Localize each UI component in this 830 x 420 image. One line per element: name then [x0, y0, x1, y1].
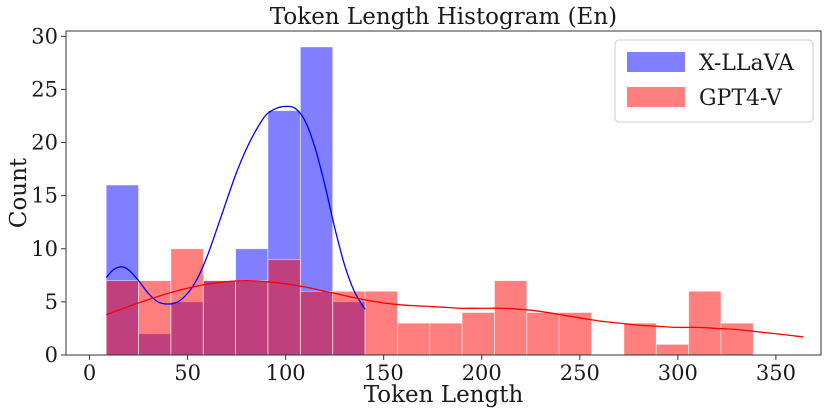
legend: X-LLaVA GPT4-V — [614, 39, 814, 123]
gpt4-v-bar-1 — [138, 280, 172, 356]
x-tick-label-250: 250 — [560, 361, 600, 385]
legend-label-x-llava: X-LLaVA — [699, 51, 795, 76]
x-tick-label-200: 200 — [462, 361, 502, 385]
y-axis-label: Count — [6, 157, 32, 228]
gpt4-v-bar-16 — [623, 322, 657, 356]
x-tick-label-350: 350 — [756, 361, 796, 385]
gpt4-v-bar-11 — [461, 312, 495, 356]
gpt4-v-bar-4 — [235, 280, 269, 356]
gpt4-v-bar-12 — [494, 280, 528, 356]
plot-frame — [65, 30, 822, 356]
bars-layer — [105, 46, 754, 356]
gpt4-v-bar-13 — [526, 312, 560, 356]
y-tick-label-0: 0 — [45, 343, 58, 367]
y-tick-label-10: 10 — [31, 237, 58, 261]
gpt4-v-bar-5 — [267, 258, 301, 356]
gpt4-v-bar-8 — [364, 290, 398, 356]
gpt4-v-bar-6 — [299, 290, 334, 356]
gpt4-v-bar-19 — [720, 322, 754, 356]
legend-swatch-gpt4-v — [627, 87, 685, 107]
chart-title: Token Length Histogram (En) — [270, 4, 617, 30]
y-tick-label-15: 15 — [31, 184, 58, 208]
gpt4-v-bar-10 — [429, 322, 463, 356]
gpt4-v-bar-0 — [105, 280, 139, 356]
kde-layer — [105, 105, 804, 338]
x-tick-label-100: 100 — [266, 361, 306, 385]
x-tick-label-300: 300 — [658, 361, 698, 385]
gpt4-v-bar-18 — [688, 290, 722, 356]
legend-label-gpt4-v: GPT4-V — [699, 86, 783, 111]
axes-layer: 0 50 100 150 200 250 300 350 0 5 10 15 20 25 30 — [31, 24, 822, 385]
x-tick-label-150: 150 — [364, 361, 404, 385]
gpt4-v-bar-14 — [558, 312, 592, 356]
x-llava-kde-line — [105, 105, 366, 310]
x-tick-label-0: 0 — [83, 361, 96, 385]
legend-swatch-x-llava — [627, 52, 685, 72]
y-tick-label-30: 30 — [31, 24, 58, 48]
y-tick-label-20: 20 — [31, 131, 58, 155]
y-tick-label-25: 25 — [31, 77, 58, 101]
gpt4-v-bar-2 — [170, 248, 204, 356]
gpt4-v-bar-3 — [202, 280, 237, 356]
x-axis-label: Token Length — [364, 382, 524, 408]
gpt4-v-bar-9 — [397, 322, 431, 356]
gpt4-v-bar-17 — [655, 343, 690, 356]
gpt4-v-kde-line — [105, 279, 804, 338]
y-tick-label-5: 5 — [45, 290, 58, 314]
x-tick-label-50: 50 — [174, 361, 201, 385]
